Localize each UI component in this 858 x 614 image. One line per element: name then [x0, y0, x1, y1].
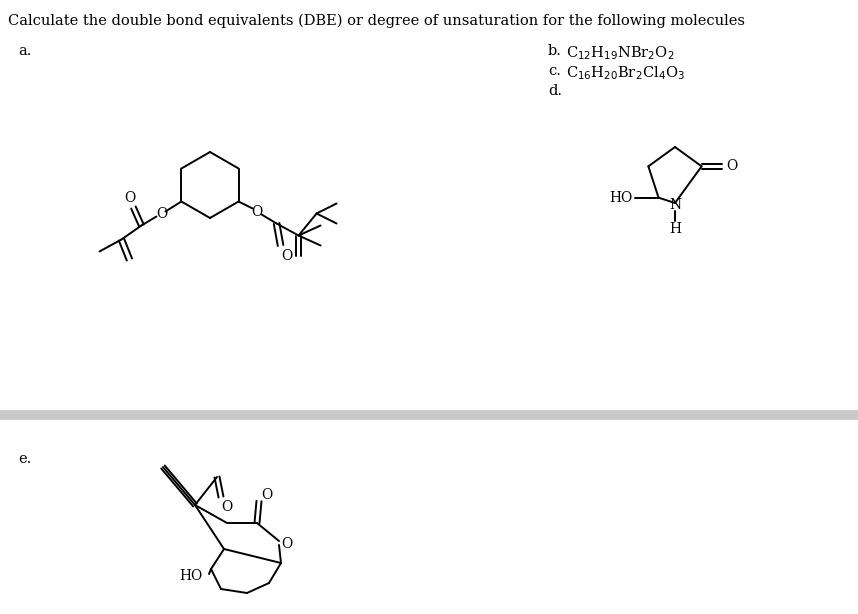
Text: O: O: [124, 190, 135, 204]
Text: O: O: [281, 537, 293, 551]
Text: O: O: [262, 488, 273, 502]
Text: O: O: [156, 206, 167, 220]
Text: O: O: [281, 249, 293, 263]
Text: a.: a.: [18, 44, 32, 58]
Text: HO: HO: [179, 569, 202, 583]
Text: C$_{16}$H$_{20}$Br$_{2}$Cl$_{4}$O$_{3}$: C$_{16}$H$_{20}$Br$_{2}$Cl$_{4}$O$_{3}$: [566, 64, 685, 82]
Text: O: O: [726, 160, 737, 173]
Text: N: N: [669, 198, 681, 212]
Text: b.: b.: [548, 44, 562, 58]
Text: c.: c.: [548, 64, 561, 78]
Text: O: O: [251, 204, 263, 219]
Text: H: H: [669, 222, 681, 236]
Text: HO: HO: [609, 191, 632, 204]
Text: e.: e.: [18, 452, 31, 466]
Text: Calculate the double bond equivalents (DBE) or degree of unsaturation for the fo: Calculate the double bond equivalents (D…: [8, 14, 745, 28]
Text: C$_{12}$H$_{19}$NBr$_{2}$O$_{2}$: C$_{12}$H$_{19}$NBr$_{2}$O$_{2}$: [566, 44, 674, 61]
Text: d.: d.: [548, 84, 562, 98]
Text: O: O: [221, 500, 233, 514]
